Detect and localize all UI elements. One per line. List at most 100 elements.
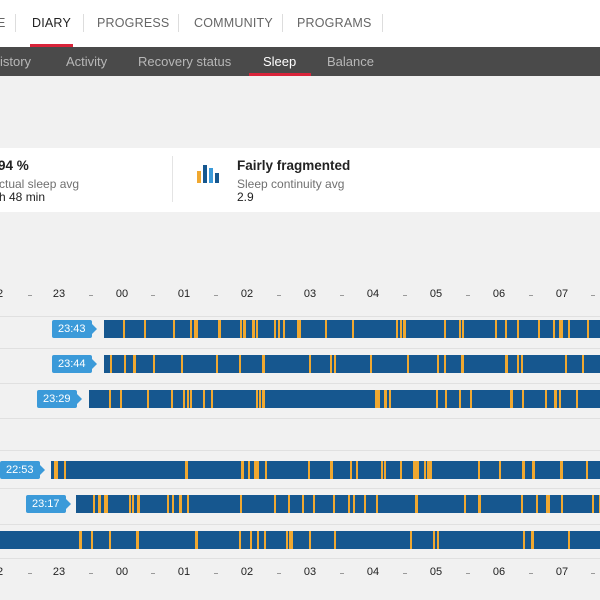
wake-marker	[309, 355, 311, 373]
wake-marker	[239, 355, 241, 373]
wake-marker	[592, 495, 594, 513]
axis-hour-label: 02	[240, 566, 254, 578]
axis-hour-label: 02	[240, 288, 254, 300]
axis-hour-label: 01	[177, 566, 191, 578]
wake-marker	[288, 495, 290, 513]
axis-hour-label: 03	[303, 288, 317, 300]
wake-marker	[553, 320, 555, 338]
wake-marker	[137, 495, 140, 513]
wake-marker	[181, 355, 183, 373]
axis-half-hour-tick	[339, 573, 344, 574]
wake-marker	[289, 531, 291, 549]
wake-marker	[173, 320, 175, 338]
wake-marker	[559, 390, 561, 408]
wake-marker	[433, 531, 435, 549]
axis-half-hour-tick	[465, 573, 470, 574]
wake-marker	[536, 495, 538, 513]
wake-marker	[183, 390, 185, 408]
wake-marker	[378, 390, 380, 408]
wake-marker	[79, 531, 82, 549]
row-divider	[0, 488, 600, 489]
wake-marker	[203, 390, 205, 408]
timeline-axis-top: 2 23 00 01 02 03 04 05 06 07	[0, 288, 600, 308]
sleep-bar[interactable]	[104, 320, 600, 338]
wake-marker	[403, 320, 406, 338]
axis-hour-label: 05	[429, 288, 443, 300]
tab-progress[interactable]: PROGRESS	[97, 16, 170, 30]
wake-marker	[444, 320, 446, 338]
sleep-start-time-tag: 23:29	[37, 390, 82, 408]
wake-marker	[257, 461, 259, 479]
row-divider	[0, 383, 600, 384]
tab-community[interactable]: COMMUNITY	[194, 16, 273, 30]
row-divider	[0, 348, 600, 349]
subnav-balance[interactable]: Balance	[327, 54, 374, 69]
subnav-recovery-status[interactable]: Recovery status	[138, 54, 232, 69]
axis-hour-label: 04	[366, 566, 380, 578]
sleep-bar[interactable]	[104, 355, 600, 373]
wake-marker	[417, 461, 419, 479]
axis-half-hour-tick	[339, 295, 344, 296]
wake-marker	[179, 495, 182, 513]
wake-marker	[400, 320, 402, 338]
wake-marker	[259, 390, 261, 408]
wake-marker	[521, 355, 523, 373]
wake-marker	[309, 531, 311, 549]
wake-marker	[187, 390, 189, 408]
wake-marker	[415, 461, 417, 479]
tab-divider	[282, 14, 283, 32]
wake-marker	[505, 320, 507, 338]
wake-marker	[459, 320, 461, 338]
wake-marker	[64, 461, 66, 479]
wake-marker	[185, 461, 188, 479]
wake-marker	[582, 355, 584, 373]
sleep-summary-card: 94 % ctual sleep avg h 48 min Fairly fra…	[0, 148, 600, 212]
sleep-start-time-tag: 23:44	[52, 355, 97, 373]
wake-marker	[334, 355, 336, 373]
wake-marker	[171, 390, 173, 408]
wake-marker	[91, 531, 93, 549]
subnav-activity[interactable]: Activity	[66, 54, 108, 69]
axis-hour-label: 00	[115, 566, 129, 578]
wake-marker	[132, 495, 134, 513]
wake-marker	[522, 461, 525, 479]
sleep-start-time-tag: 23:17	[26, 495, 71, 513]
sleep-bar[interactable]	[51, 461, 600, 479]
wake-marker	[195, 531, 197, 549]
axis-half-hour-tick	[151, 295, 155, 296]
tab-programs[interactable]: PROGRAMS	[297, 16, 372, 30]
tab-home[interactable]: E	[0, 16, 6, 30]
axis-hour-label: 07	[555, 288, 569, 300]
wake-marker	[364, 495, 366, 513]
wake-marker	[478, 461, 480, 479]
wake-marker	[333, 495, 335, 513]
summary-divider	[172, 156, 173, 202]
sleep-bar[interactable]	[76, 495, 600, 513]
wake-marker	[462, 320, 464, 338]
wake-marker	[216, 355, 218, 373]
wake-marker	[430, 461, 432, 479]
wake-marker	[256, 320, 258, 338]
wake-marker	[218, 320, 221, 338]
wake-marker	[548, 495, 550, 513]
tab-divider	[83, 14, 84, 32]
wake-marker	[586, 461, 588, 479]
axis-half-hour-tick	[151, 573, 155, 574]
axis-half-hour-tick	[27, 573, 32, 574]
wake-marker	[262, 390, 265, 408]
sleep-bar[interactable]	[0, 531, 600, 549]
subnav-sleep[interactable]: Sleep	[263, 54, 297, 69]
tab-diary[interactable]: DIARY	[30, 0, 73, 47]
sleep-bar[interactable]	[89, 390, 600, 408]
wake-marker	[196, 531, 198, 549]
wake-marker	[436, 390, 438, 408]
subnav-history[interactable]: istory	[0, 54, 32, 69]
wake-marker	[445, 390, 447, 408]
wake-marker	[350, 461, 352, 479]
wake-marker	[546, 495, 548, 513]
axis-half-hour-tick	[465, 295, 470, 296]
wake-marker	[274, 495, 276, 513]
wake-marker	[187, 495, 189, 513]
axis-half-hour-tick	[591, 295, 595, 296]
wake-marker	[262, 355, 265, 373]
